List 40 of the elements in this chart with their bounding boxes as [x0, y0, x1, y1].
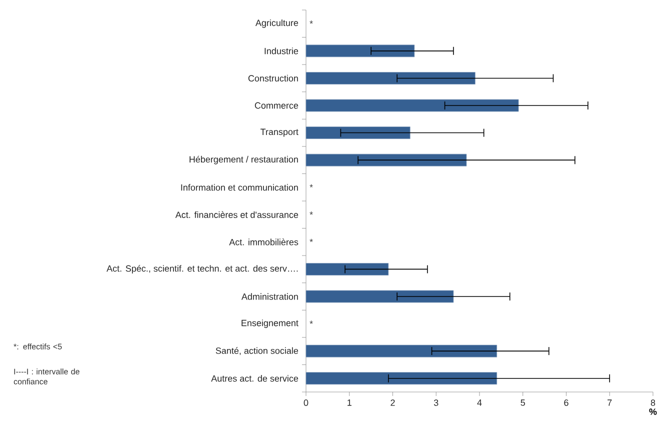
- bar: [306, 99, 519, 112]
- x-tick-label: 0: [304, 400, 308, 406]
- annotation: *: [310, 212, 313, 215]
- text: I----I : intervalle de confiance: [14, 368, 80, 384]
- x-tick-label: 4: [477, 400, 482, 406]
- x-tick-label: 6: [564, 400, 568, 406]
- bar: [306, 263, 389, 276]
- annotation: *: [310, 20, 313, 24]
- x-tick-label: 5: [520, 400, 525, 406]
- y-tick-label: Enseignement: [242, 320, 298, 328]
- annotation: *: [310, 184, 313, 188]
- y-tick-label: Hébergement / restauration: [190, 156, 298, 164]
- y-tick-label: Act. immobilières: [229, 238, 298, 246]
- y-tick-label: Information et communication: [181, 184, 298, 191]
- annotation: *: [310, 320, 313, 324]
- x-axis-title: %: [649, 408, 657, 415]
- bar: [306, 72, 476, 84]
- y-tick-label: Agriculture: [255, 19, 298, 28]
- x-tick-label: 3: [434, 400, 438, 406]
- annotation: *: [310, 238, 313, 242]
- y-tick-label: Autres act. de service: [211, 375, 298, 382]
- x-tick-label: 1: [348, 400, 352, 406]
- text: *: effectifs <5: [14, 344, 62, 350]
- x-tick-label: 7: [608, 400, 612, 406]
- bar: [306, 154, 467, 166]
- bar: [306, 372, 498, 385]
- x-tick-label: 2: [390, 400, 395, 406]
- y-tick-label: Construction: [248, 74, 298, 82]
- bar: [306, 290, 454, 303]
- y-tick-label: Administration: [241, 293, 298, 300]
- y-tick-label: Act. financières et d'assurance: [175, 211, 298, 218]
- y-tick-label: Commerce: [254, 102, 298, 109]
- y-tick-label: Act. Spéc., scientif. et techn. et act. des serv….: [106, 264, 298, 274]
- bar: [306, 44, 415, 58]
- y-tick-label: Santé, action sociale: [216, 347, 298, 355]
- y-tick-label: Transport: [260, 128, 298, 137]
- bar: [306, 344, 498, 358]
- x-tick-label: 8: [650, 400, 656, 406]
- bar: [306, 126, 410, 139]
- y-tick-label: Industrie: [264, 48, 298, 54]
